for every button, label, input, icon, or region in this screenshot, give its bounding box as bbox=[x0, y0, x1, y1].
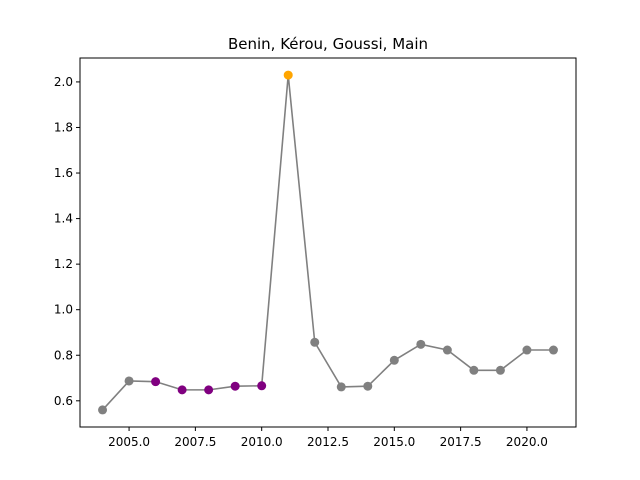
x-tick-label: 2007.5 bbox=[174, 435, 216, 449]
y-tick-label: 2.0 bbox=[54, 75, 73, 89]
data-point bbox=[363, 381, 373, 391]
x-tick-label: 2017.5 bbox=[440, 435, 482, 449]
y-tick-label: 1.2 bbox=[54, 257, 73, 271]
data-point bbox=[389, 355, 399, 365]
data-point bbox=[124, 376, 134, 386]
y-tick-label: 0.8 bbox=[54, 348, 73, 362]
data-point bbox=[495, 365, 505, 375]
data-point bbox=[98, 405, 108, 415]
y-axis: 0.6 0.8 1.0 1.2 1.4 1.6 1.8 2.0 bbox=[54, 75, 80, 408]
data-point bbox=[151, 377, 161, 387]
x-axis: 2005.0 2007.5 2010.0 2012.5 2015.0 2017.5 2020… bbox=[108, 427, 548, 449]
data-point bbox=[522, 345, 532, 355]
data-point bbox=[283, 70, 293, 80]
axes-frame bbox=[79, 57, 577, 428]
y-tick-label: 1.8 bbox=[54, 120, 73, 134]
x-tick-label: 2005.0 bbox=[108, 435, 150, 449]
data-point bbox=[310, 337, 320, 347]
y-tick-label: 0.6 bbox=[54, 394, 73, 408]
data-point bbox=[177, 385, 187, 395]
data-point bbox=[469, 365, 479, 375]
data-point bbox=[548, 345, 558, 355]
data-point bbox=[257, 381, 267, 391]
y-tick-label: 1.0 bbox=[54, 303, 73, 317]
chart-title: Benin, Kérou, Goussi, Main bbox=[228, 35, 428, 53]
x-tick-label: 2020.0 bbox=[506, 435, 548, 449]
data-point bbox=[204, 385, 214, 395]
plot-area bbox=[98, 70, 558, 415]
data-point bbox=[336, 382, 346, 392]
data-point bbox=[230, 381, 240, 391]
data-point bbox=[442, 345, 452, 355]
x-tick-label: 2015.0 bbox=[373, 435, 415, 449]
x-tick-label: 2012.5 bbox=[307, 435, 349, 449]
data-point bbox=[416, 339, 426, 349]
x-tick-label: 2010.0 bbox=[241, 435, 283, 449]
y-tick-label: 1.6 bbox=[54, 166, 73, 180]
series-line bbox=[101, 75, 554, 411]
y-tick-label: 1.4 bbox=[54, 212, 73, 226]
